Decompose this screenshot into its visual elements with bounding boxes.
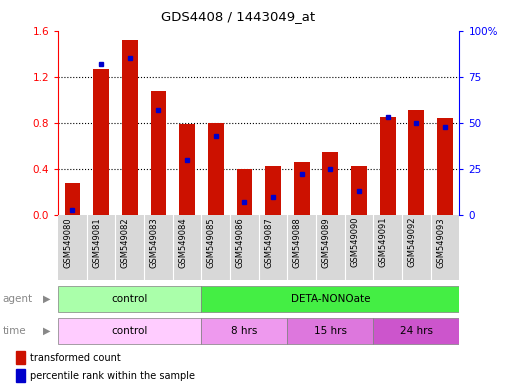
Text: GSM549085: GSM549085 — [207, 217, 216, 268]
Bar — [437, 118, 453, 215]
Text: GSM549081: GSM549081 — [92, 217, 101, 268]
Text: GSM549087: GSM549087 — [264, 217, 273, 268]
Bar — [208, 123, 224, 215]
FancyBboxPatch shape — [58, 286, 201, 311]
Text: control: control — [111, 293, 148, 304]
Bar — [16, 351, 25, 364]
Text: percentile rank within the sample: percentile rank within the sample — [31, 371, 195, 381]
Text: GSM549089: GSM549089 — [322, 217, 331, 268]
Text: agent: agent — [3, 294, 33, 304]
Bar — [265, 166, 281, 215]
Bar — [179, 124, 195, 215]
Text: transformed count: transformed count — [31, 353, 121, 363]
Bar — [150, 91, 166, 215]
Bar — [351, 166, 367, 215]
Text: 15 hrs: 15 hrs — [314, 326, 347, 336]
FancyBboxPatch shape — [373, 318, 459, 344]
Bar — [294, 162, 309, 215]
Text: GDS4408 / 1443049_at: GDS4408 / 1443049_at — [161, 10, 315, 23]
Bar — [237, 169, 252, 215]
FancyBboxPatch shape — [201, 286, 459, 311]
FancyBboxPatch shape — [201, 318, 287, 344]
Bar — [64, 183, 80, 215]
Text: control: control — [111, 326, 148, 336]
Bar — [380, 117, 395, 215]
Text: GSM549093: GSM549093 — [436, 217, 445, 268]
Text: GSM549086: GSM549086 — [235, 217, 244, 268]
Bar — [323, 152, 338, 215]
Text: GSM549084: GSM549084 — [178, 217, 187, 268]
Bar — [93, 69, 109, 215]
Text: GSM549091: GSM549091 — [379, 217, 388, 268]
Bar — [16, 369, 25, 382]
Text: 8 hrs: 8 hrs — [231, 326, 258, 336]
Text: ▶: ▶ — [43, 326, 51, 336]
Text: time: time — [3, 326, 26, 336]
Text: ▶: ▶ — [43, 294, 51, 304]
Text: GSM549082: GSM549082 — [121, 217, 130, 268]
Text: GSM549088: GSM549088 — [293, 217, 301, 268]
FancyBboxPatch shape — [287, 318, 373, 344]
Text: GSM549092: GSM549092 — [408, 217, 417, 268]
Text: GSM549080: GSM549080 — [63, 217, 72, 268]
Text: 24 hrs: 24 hrs — [400, 326, 433, 336]
Text: DETA-NONOate: DETA-NONOate — [290, 293, 370, 304]
Bar — [409, 110, 425, 215]
Text: GSM549090: GSM549090 — [350, 217, 359, 268]
Text: GSM549083: GSM549083 — [149, 217, 158, 268]
Bar — [122, 40, 138, 215]
FancyBboxPatch shape — [58, 318, 201, 344]
